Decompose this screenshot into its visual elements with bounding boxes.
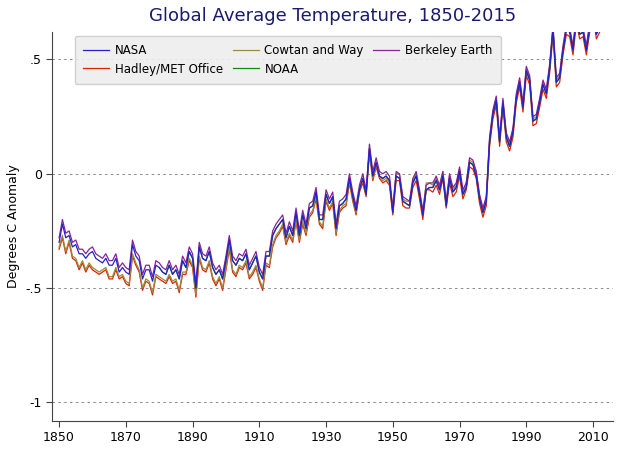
Title: Global Average Temperature, 1850-2015: Global Average Temperature, 1850-2015 [149, 7, 516, 25]
Y-axis label: Degrees C Anomaly: Degrees C Anomaly [7, 165, 20, 288]
Legend: NASA, Hadley/MET Office, Cowtan and Way, NOAA, Berkeley Earth: NASA, Hadley/MET Office, Cowtan and Way,… [75, 36, 501, 84]
